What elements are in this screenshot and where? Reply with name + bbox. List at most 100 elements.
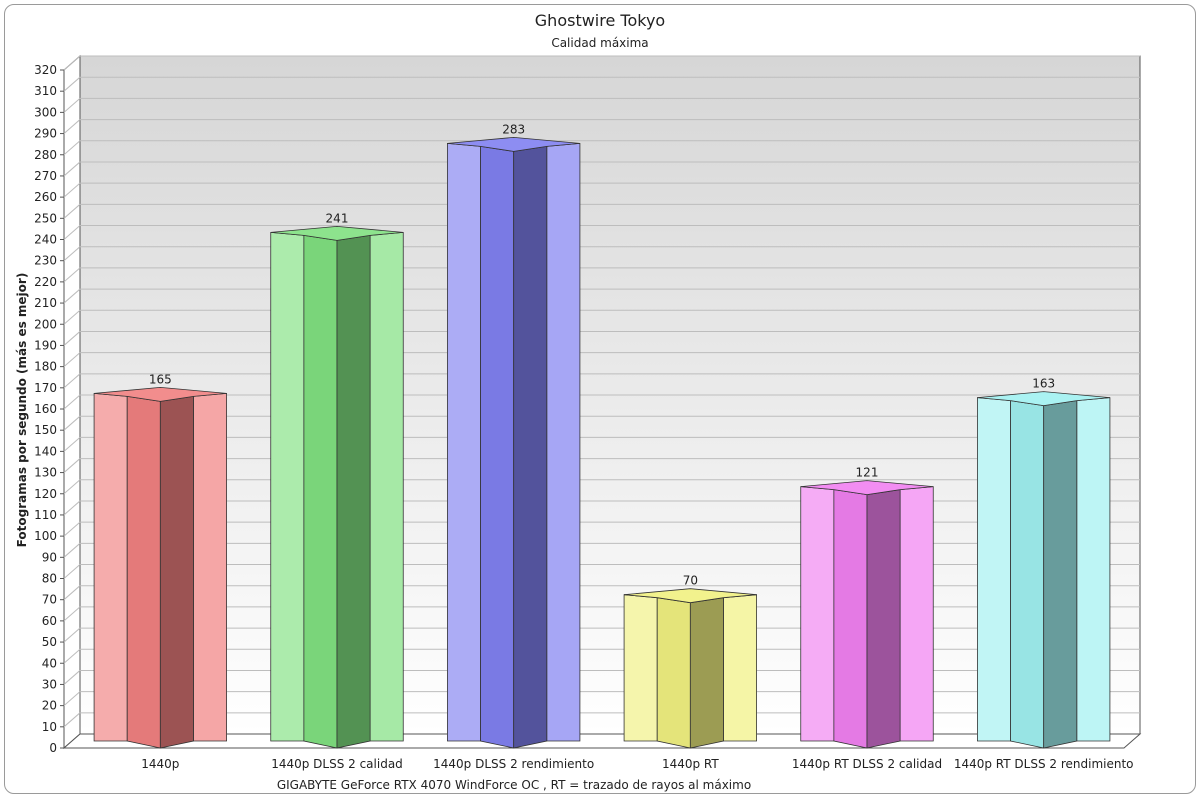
y-tick-label: 170 xyxy=(34,381,57,395)
bar-top-cap xyxy=(800,480,934,496)
data-label: 163 xyxy=(1032,377,1055,391)
gridline-side xyxy=(63,203,81,219)
y-tick-label: 70 xyxy=(42,593,57,607)
bar-3 xyxy=(447,136,581,749)
bar-face-left xyxy=(447,142,481,742)
y-tick-label: 60 xyxy=(42,614,57,628)
data-label: 241 xyxy=(326,211,349,225)
bar-6 xyxy=(977,391,1111,749)
gridline-side xyxy=(63,55,81,71)
y-tick-label: 10 xyxy=(42,720,57,734)
bar-4 xyxy=(623,588,757,749)
y-tick-label: 160 xyxy=(34,402,57,416)
gridline-side xyxy=(63,309,81,325)
bar-2 xyxy=(270,225,404,749)
gridline-side xyxy=(63,458,81,473)
gridline-side xyxy=(63,225,81,240)
gridline-side xyxy=(63,119,81,134)
bar-top-cap xyxy=(624,588,757,604)
bar-face-right xyxy=(899,486,934,742)
y-tick-label: 310 xyxy=(34,84,57,98)
gridline-side xyxy=(63,670,81,685)
bar-face-front-left xyxy=(1010,400,1045,749)
bar-face-front-left xyxy=(480,145,515,749)
bar-face-front-right xyxy=(159,395,194,749)
gridline-side xyxy=(63,352,81,368)
y-tick-label: 300 xyxy=(34,105,57,119)
gridline-side xyxy=(63,140,81,156)
bar-top-cap xyxy=(94,387,227,402)
data-label: 283 xyxy=(502,122,525,136)
x-tick-label: 1440p DLSS 2 calidad xyxy=(271,757,403,771)
data-label: 70 xyxy=(683,574,698,588)
x-tick-label: 1440p RT DLSS 2 rendimiento xyxy=(954,757,1134,771)
bar-face-front-right xyxy=(689,597,724,749)
bar-face-front-right xyxy=(513,145,548,749)
x-axis-label: GIGABYTE GeForce RTX 4070 WindForce OC ,… xyxy=(277,778,751,792)
gridline-side xyxy=(63,182,81,198)
bar-face-right xyxy=(193,392,227,742)
y-tick-label: 220 xyxy=(34,275,57,289)
y-tick-label: 210 xyxy=(34,296,57,310)
y-tick-label: 320 xyxy=(34,63,57,77)
bar-face-left xyxy=(93,392,128,742)
y-tick-label: 20 xyxy=(42,699,57,713)
gridline-side xyxy=(63,331,81,346)
gridline-side xyxy=(63,691,81,707)
gridline-side xyxy=(63,500,81,516)
y-tick-label: 260 xyxy=(34,190,57,204)
x-tick-label: 1440p RT DLSS 2 calidad xyxy=(792,757,942,771)
gridline-side xyxy=(63,627,81,643)
gridline-side xyxy=(63,415,81,431)
gridline-side xyxy=(63,97,81,113)
y-tick-label: 30 xyxy=(42,677,57,691)
y-tick-label: 190 xyxy=(34,338,57,352)
bar-face-left xyxy=(800,486,835,742)
gridline-side xyxy=(63,246,81,262)
y-tick-label: 90 xyxy=(42,550,57,564)
bar-face-right xyxy=(1076,397,1111,742)
x-tick-label: 1440p xyxy=(141,757,179,771)
y-tick-label: 150 xyxy=(34,423,57,437)
bar-face-front-right xyxy=(1043,400,1078,749)
y-tick-label: 50 xyxy=(42,635,57,649)
gridline-side xyxy=(63,288,81,304)
bar-face-front-left xyxy=(303,234,338,749)
bar-face-front-left xyxy=(656,597,691,749)
gridline-side xyxy=(63,76,81,92)
data-label: 121 xyxy=(856,466,879,480)
bar-1 xyxy=(93,387,227,749)
y-tick-label: 290 xyxy=(34,127,57,141)
chart-title: Ghostwire Tokyo xyxy=(535,11,665,30)
x-tick-label: 1440p DLSS 2 rendimiento xyxy=(433,757,594,771)
gridline-side xyxy=(63,161,81,177)
data-label: 165 xyxy=(149,372,172,386)
bar-top-cap xyxy=(977,391,1110,407)
gridline-side xyxy=(63,521,81,537)
y-tick-label: 240 xyxy=(34,233,57,247)
y-tick-label: 40 xyxy=(42,656,57,670)
y-tick-label: 130 xyxy=(34,466,57,480)
y-tick-label: 250 xyxy=(34,211,57,225)
gridline-side xyxy=(63,606,81,622)
gridline-side xyxy=(63,267,81,283)
bar-face-right xyxy=(369,231,404,742)
bar-5 xyxy=(800,480,934,749)
y-tick-label: 140 xyxy=(34,444,57,458)
bar-face-front-right xyxy=(866,489,901,749)
x-tick-label: 1440p RT xyxy=(662,757,719,771)
y-tick-label: 0 xyxy=(49,741,57,755)
chart-subtitle: Calidad máxima xyxy=(551,36,648,50)
bar-face-left xyxy=(623,594,658,742)
y-tick-label: 180 xyxy=(34,360,57,374)
gridline-side xyxy=(63,542,81,558)
bar-face-front-left xyxy=(126,395,161,749)
y-tick-label: 80 xyxy=(42,572,57,586)
gridline-side xyxy=(63,712,81,728)
y-tick-label: 280 xyxy=(34,148,57,162)
gridline-side xyxy=(63,373,81,389)
gridline-side xyxy=(63,585,81,601)
y-tick-label: 110 xyxy=(34,508,57,522)
